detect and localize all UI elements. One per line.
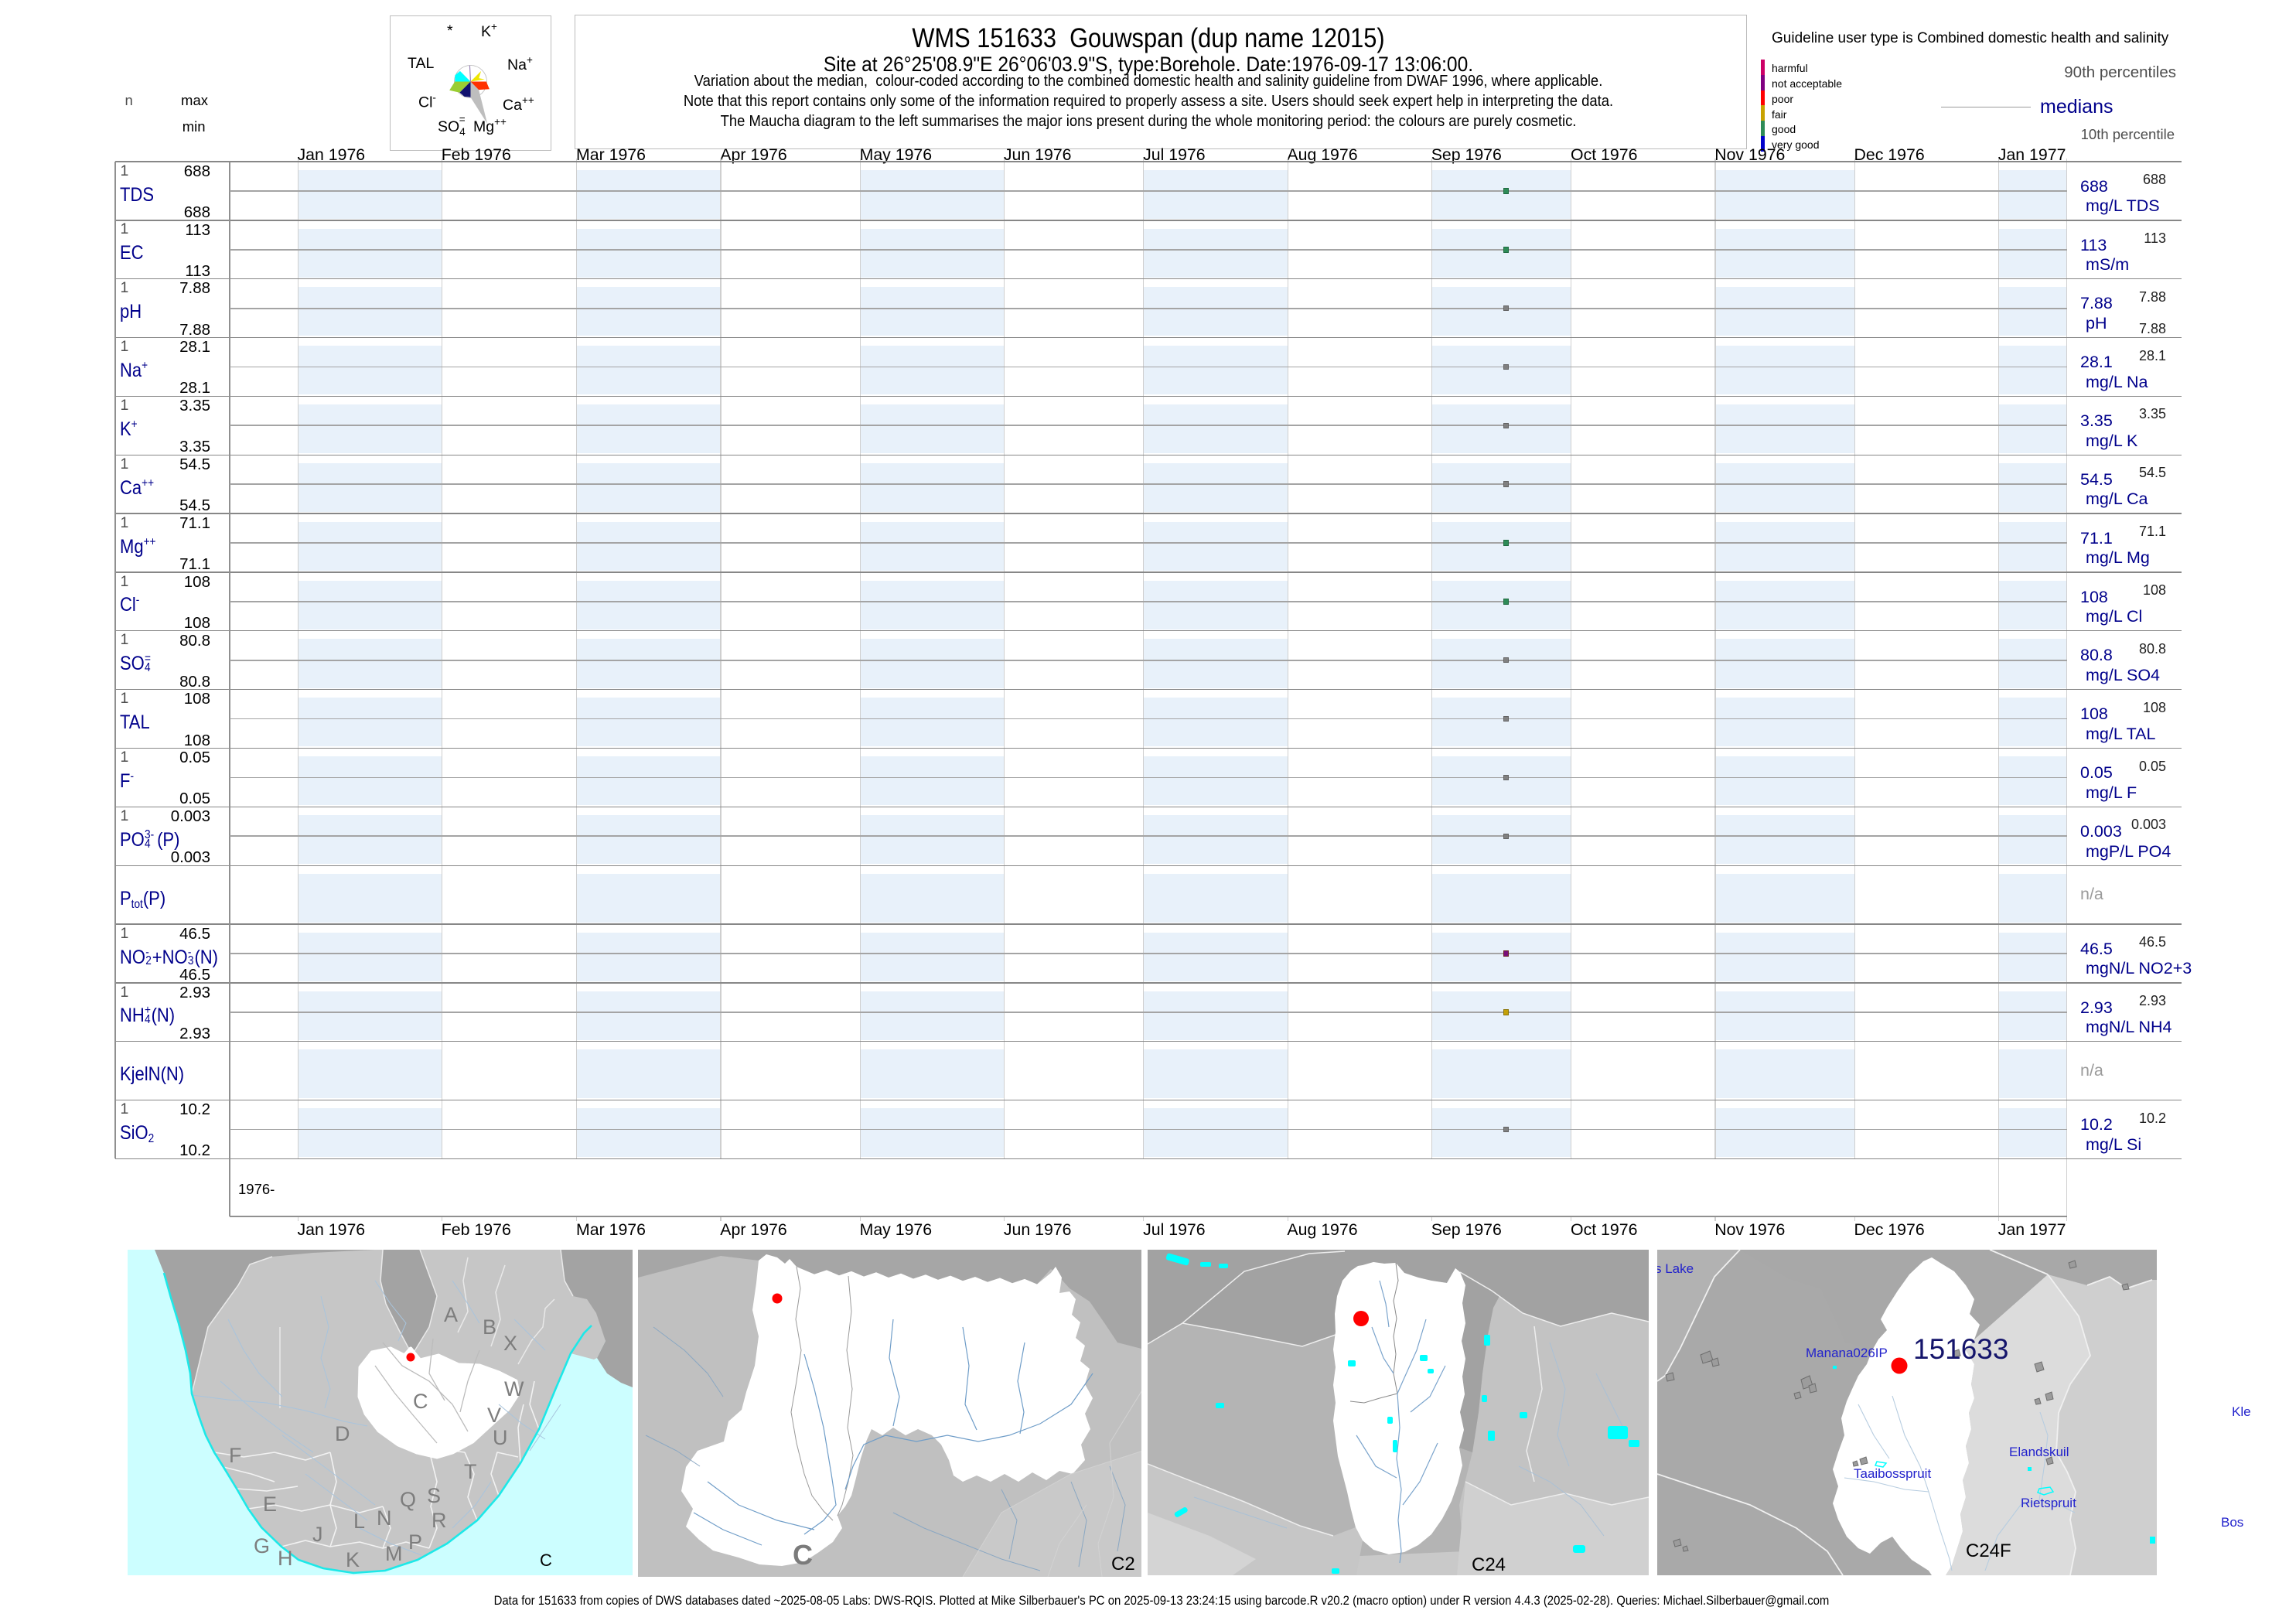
- svg-text:s Lake: s Lake: [1657, 1261, 1694, 1276]
- svg-text:Manana026IP: Manana026IP: [1806, 1346, 1888, 1360]
- svg-text:*: *: [447, 22, 453, 39]
- svg-text:P: P: [408, 1530, 422, 1554]
- svg-text:C2: C2: [1111, 1554, 1135, 1575]
- svg-text:Q: Q: [400, 1488, 416, 1511]
- svg-text:D: D: [335, 1422, 350, 1445]
- svg-text:T: T: [464, 1460, 477, 1483]
- svg-text:N: N: [377, 1506, 392, 1530]
- svg-text:C24F: C24F: [1966, 1540, 2011, 1561]
- svg-text:151633: 151633: [1913, 1333, 2008, 1365]
- svg-text:A: A: [444, 1303, 458, 1326]
- svg-text:B: B: [483, 1315, 496, 1339]
- svg-text:Elandskuil: Elandskuil: [2009, 1445, 2069, 1459]
- svg-text:Rietspruit: Rietspruit: [2021, 1496, 2076, 1510]
- svg-text:V: V: [487, 1404, 501, 1427]
- svg-text:C: C: [540, 1551, 552, 1570]
- svg-text:K: K: [346, 1548, 360, 1571]
- svg-text:TAL: TAL: [408, 55, 434, 72]
- svg-text:R: R: [432, 1509, 447, 1532]
- svg-text:H: H: [278, 1547, 293, 1570]
- svg-text:C: C: [413, 1390, 428, 1413]
- svg-text:S: S: [427, 1484, 441, 1507]
- svg-text:G: G: [254, 1534, 270, 1557]
- svg-text:W: W: [504, 1377, 524, 1401]
- svg-text:U: U: [493, 1426, 508, 1449]
- svg-text:X: X: [503, 1332, 517, 1355]
- svg-text:Taaibosspruit: Taaibosspruit: [1854, 1466, 1931, 1481]
- svg-text:E: E: [263, 1493, 277, 1516]
- svg-text:SO4=: SO4=: [438, 114, 466, 138]
- svg-text:Cl-: Cl-: [418, 92, 436, 111]
- svg-text:F: F: [229, 1444, 242, 1467]
- svg-text:C24: C24: [1472, 1554, 1506, 1575]
- svg-text:J: J: [312, 1523, 323, 1546]
- svg-text:L: L: [353, 1510, 365, 1533]
- svg-text:M: M: [385, 1542, 403, 1565]
- svg-text:C: C: [793, 1539, 813, 1571]
